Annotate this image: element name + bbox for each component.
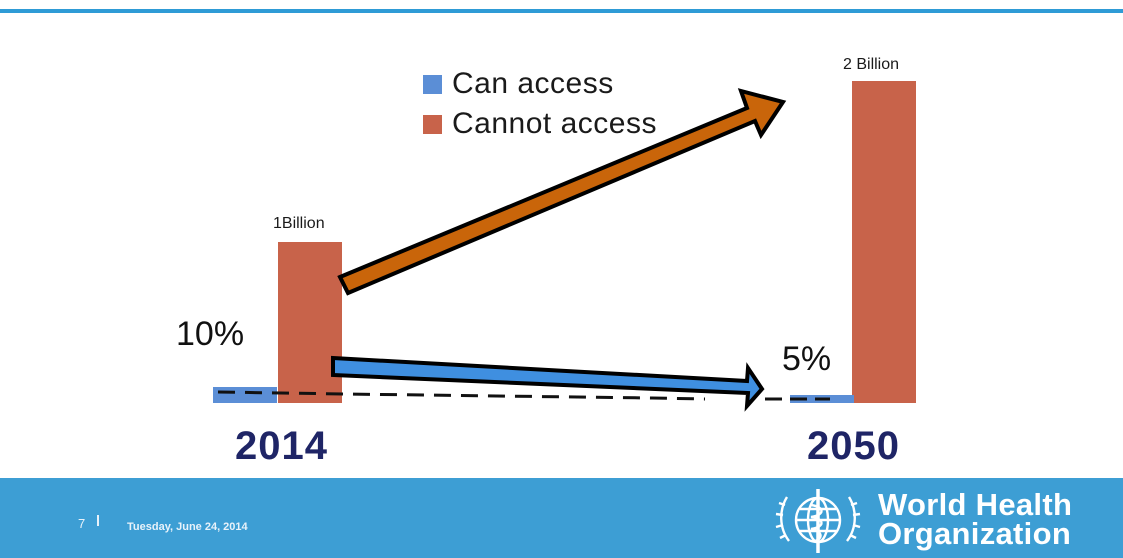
who-wordmark-line1: World Health [878,487,1073,522]
footer-date: Tuesday, June 24, 2014 [127,521,248,533]
dashed-baseline [217,390,706,401]
page-number: 7 [78,516,86,531]
who-wordmark-line2: Organization [878,516,1072,551]
page-separator [97,515,99,526]
bar-can-access-2014 [213,387,277,403]
percent-label-2050: 5% [782,340,832,378]
legend-label-cannot-access: Cannot access [452,107,657,140]
bar-cannot-access-2050 [852,81,916,403]
legend-label-can-access: Can access [452,67,614,100]
blue-trend-arrow [331,355,765,412]
chart: Can access Cannot access 1Billion 2 Bill… [176,56,916,468]
legend-swatch-cannot-access [423,114,442,134]
bar-cannot-access-2014 [278,242,342,403]
legend-item-can-access: Can access [423,64,657,104]
x-tick-label-2050: 2050 [807,424,900,468]
orange-trend-arrow [337,88,787,296]
bar-value-label-2014: 1Billion [273,215,325,232]
bar-value-label-2050: 2 Billion [843,56,900,73]
top-rule [0,9,1123,13]
chart-plot [213,81,916,412]
footer-bar: 7 Tuesday, June 24, 2014 World Health Or… [0,478,1123,558]
who-wordmark: World Health Organization [878,487,1073,551]
legend: Can access Cannot access [423,64,657,144]
x-tick-label-2014: 2014 [235,424,328,468]
legend-item-cannot-access: Cannot access [423,104,657,144]
percent-label-2014: 10% [176,315,245,353]
legend-swatch-can-access [423,74,442,94]
who-emblem-icon [775,489,861,553]
